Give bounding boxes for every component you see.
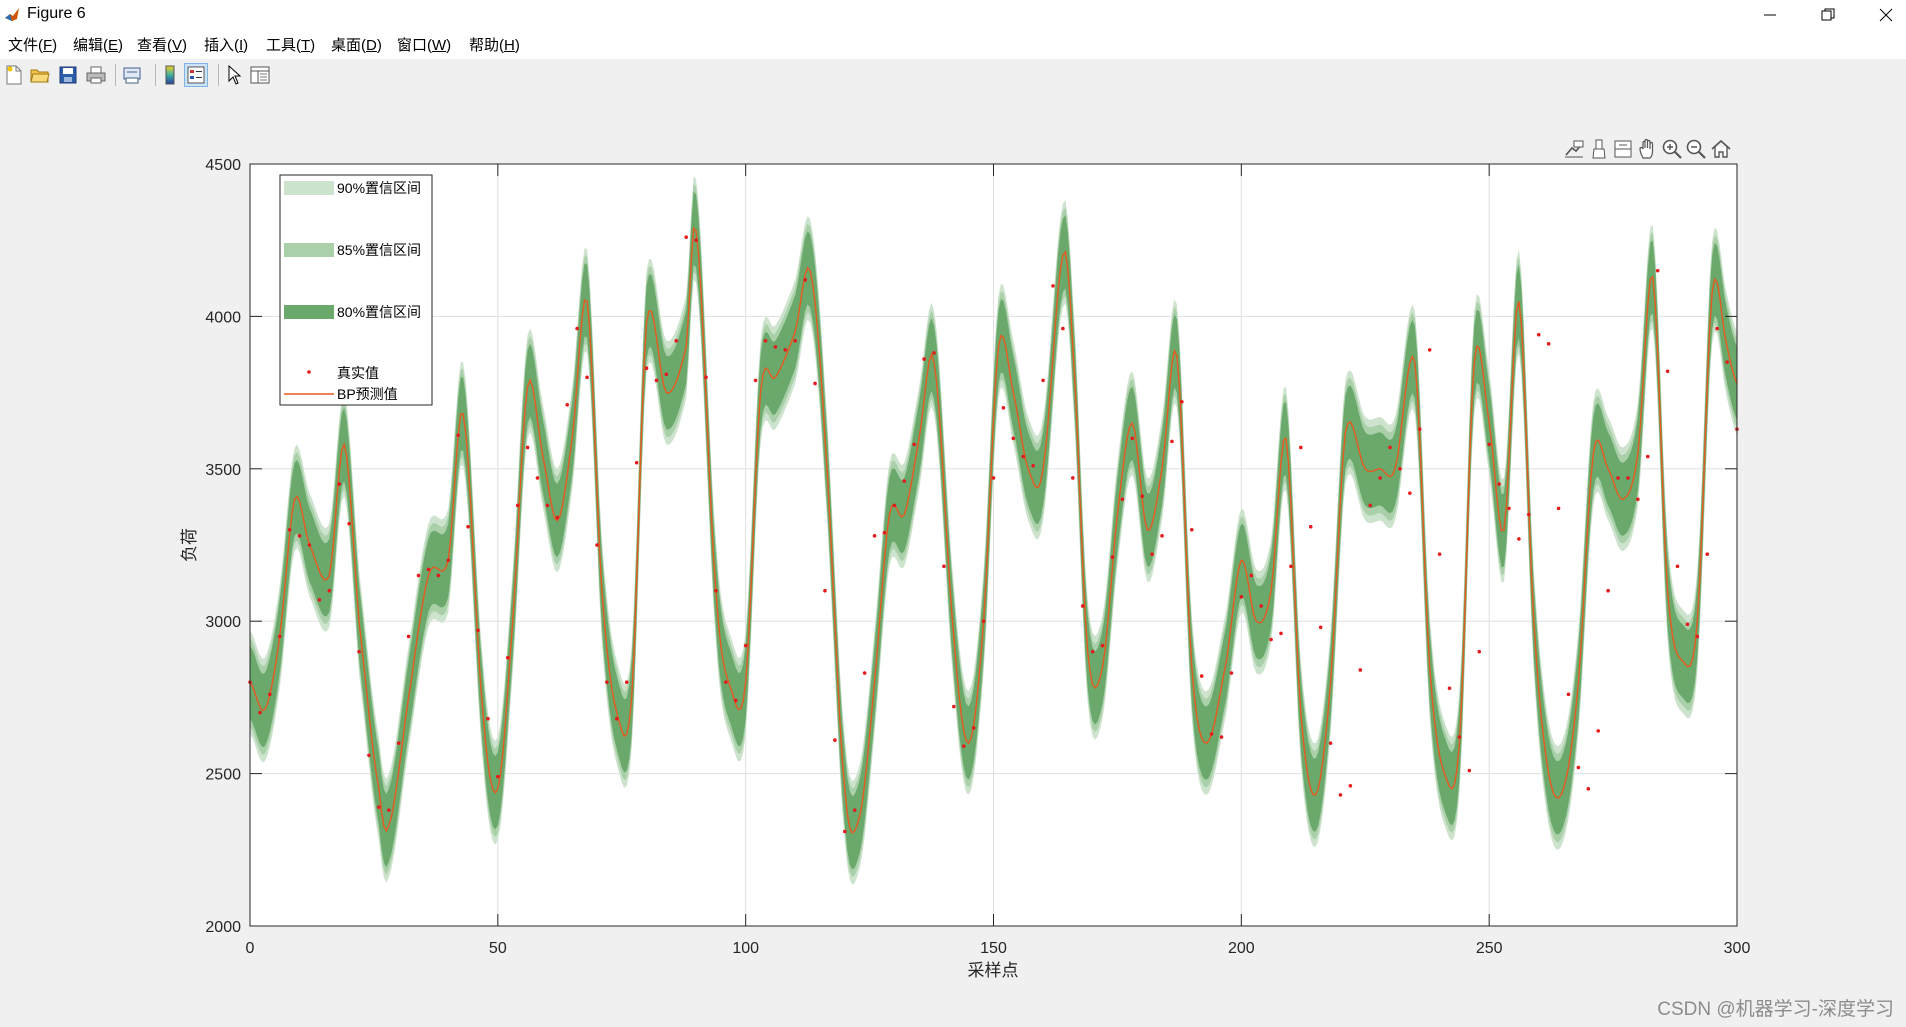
menu-desktop[interactable]: 桌面(D) <box>331 37 382 54</box>
figure-canvas <box>0 91 1906 1027</box>
window-title: Figure 6 <box>27 5 86 22</box>
toolbar-separator <box>218 64 219 86</box>
legend-button[interactable] <box>184 63 208 87</box>
new-figure-icon <box>6 65 22 85</box>
print-icon <box>86 66 106 84</box>
menu-file[interactable]: 文件(F) <box>8 37 58 54</box>
edit-plot-button[interactable] <box>222 63 246 87</box>
colorbar-button[interactable] <box>158 63 182 87</box>
close-button[interactable] <box>1858 0 1906 30</box>
property-inspector-button[interactable] <box>248 63 272 87</box>
minimize-button[interactable] <box>1742 0 1798 30</box>
zoom-in-icon[interactable] <box>1661 138 1683 160</box>
title-bar: Figure 6 <box>0 0 1906 30</box>
print-preview-icon <box>123 67 141 84</box>
select-arrow-icon <box>228 65 242 85</box>
home-icon[interactable] <box>1710 138 1732 160</box>
matlab-icon <box>4 6 20 22</box>
zoom-out-icon[interactable] <box>1685 138 1707 160</box>
menu-tools[interactable]: 工具(T) <box>266 37 316 54</box>
print-button[interactable] <box>84 63 108 87</box>
restore-view-icon[interactable] <box>1612 138 1634 160</box>
restore-icon <box>1821 8 1835 21</box>
colorbar-icon <box>165 65 175 85</box>
property-inspector-icon <box>250 66 270 84</box>
menu-window[interactable]: 窗口(W) <box>397 37 452 54</box>
menu-view[interactable]: 查看(V) <box>137 37 188 54</box>
menu-insert[interactable]: 插入(I) <box>204 37 249 54</box>
open-file-icon <box>30 69 50 83</box>
new-figure-button[interactable] <box>2 63 26 87</box>
data-tips-icon[interactable] <box>1563 138 1585 160</box>
toolbar-separator <box>115 64 116 86</box>
save-button[interactable] <box>56 63 80 87</box>
pan-icon[interactable] <box>1637 138 1659 160</box>
toolbar-separator <box>155 64 156 86</box>
restore-button[interactable] <box>1800 0 1856 30</box>
close-icon <box>1879 8 1893 22</box>
minimize-icon <box>1764 14 1776 16</box>
menu-help[interactable]: 帮助(H) <box>469 37 520 54</box>
figure-toolbar <box>0 58 1906 92</box>
save-icon <box>59 66 77 84</box>
print-preview-button[interactable] <box>120 63 144 87</box>
axes-toolbar <box>1563 138 1743 160</box>
menu-edit[interactable]: 编辑(E) <box>73 37 124 54</box>
brush-icon[interactable] <box>1588 138 1610 160</box>
menu-bar: 文件(F) 编辑(E) 查看(V) 插入(I) 工具(T) 桌面(D) 窗口(W… <box>0 30 1906 58</box>
legend-icon <box>187 66 205 84</box>
open-file-button[interactable] <box>28 63 52 87</box>
watermark: CSDN @机器学习-深度学习 <box>1657 999 1894 1020</box>
